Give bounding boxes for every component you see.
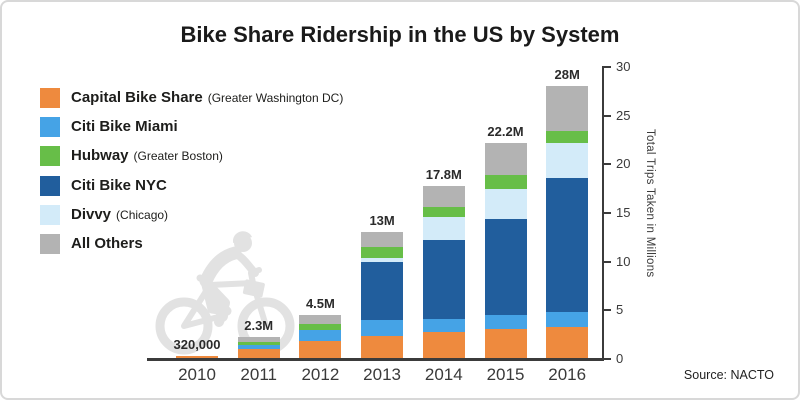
bar-segment-2014-citi-bike-nyc bbox=[422, 240, 465, 319]
x-tick-label-2010: 2010 bbox=[178, 365, 216, 384]
y-tick-15 bbox=[602, 212, 611, 214]
bar-segment-2011-hubway-greater-boston bbox=[237, 342, 280, 345]
x-tick-label-2012: 2012 bbox=[301, 365, 340, 384]
x-tick-label-2014: 2014 bbox=[424, 365, 463, 384]
bar-segment-2015-all-others bbox=[484, 143, 527, 175]
bar-total-label-2013: 13M bbox=[369, 213, 395, 228]
x-tick-label-2016: 2016 bbox=[548, 365, 587, 384]
bar-total-label-2015: 22.2M bbox=[487, 124, 524, 139]
y-tick-label-30: 30 bbox=[616, 59, 631, 74]
bar-segment-2011-capital-bike-share-greater-washington-dc bbox=[237, 349, 280, 359]
legend-swatch-all-others bbox=[40, 234, 60, 254]
bar-total-label-2012: 4.5M bbox=[305, 296, 335, 311]
y-tick-25 bbox=[602, 115, 611, 117]
bar-segment-2014-hubway-greater-boston bbox=[422, 207, 465, 217]
bar-segment-2016-all-others bbox=[546, 86, 589, 131]
x-tick-label-2013: 2013 bbox=[363, 365, 401, 384]
x-tick-label-2011: 2011 bbox=[240, 365, 277, 384]
y-tick-30 bbox=[602, 66, 611, 68]
bar-segment-2014-all-others bbox=[422, 186, 465, 207]
bar-segment-2016-divvy-chicago bbox=[546, 143, 589, 178]
bar-segment-2015-hubway-greater-boston bbox=[484, 175, 527, 189]
bar-segment-2013-hubway-greater-boston bbox=[361, 247, 404, 258]
y-tick-0 bbox=[602, 358, 611, 360]
bar-segment-2011-citi-bike-miami bbox=[237, 345, 280, 349]
legend-label: All Others bbox=[71, 235, 143, 252]
y-tick-label-15: 15 bbox=[616, 205, 631, 220]
y-tick-label-5: 5 bbox=[616, 302, 624, 317]
bar-segment-2012-hubway-greater-boston bbox=[299, 324, 342, 330]
bar-segment-2016-citi-bike-nyc bbox=[546, 178, 589, 312]
x-axis-line bbox=[147, 358, 604, 361]
legend-sublabel: (Chicago) bbox=[116, 207, 169, 222]
bar-segment-2015-divvy-chicago bbox=[484, 189, 527, 219]
legend-swatch-capital-bike-share bbox=[40, 88, 60, 108]
legend-label: Hubway bbox=[71, 147, 129, 165]
legend-sublabel: (Greater Boston) bbox=[133, 149, 223, 164]
y-tick-20 bbox=[602, 163, 611, 165]
bar-segment-2015-capital-bike-share-greater-washington-dc bbox=[484, 329, 527, 359]
bar-segment-2013-divvy-chicago bbox=[361, 258, 404, 262]
bar-total-label-2011: 2.3M bbox=[244, 318, 274, 333]
legend-label: Citi Bike Miami bbox=[71, 118, 178, 136]
bar-segment-2012-capital-bike-share-greater-washington-dc bbox=[299, 341, 342, 359]
legend-item-all-others: All Others bbox=[40, 234, 143, 254]
bar-total-label-2014: 17.8M bbox=[425, 167, 462, 182]
y-axis-title: Total Trips Taken in Millions bbox=[644, 129, 656, 278]
legend-label: Capital Bike Share bbox=[71, 89, 203, 106]
bar-segment-2016-citi-bike-miami bbox=[546, 312, 589, 327]
legend-swatch-divvy bbox=[40, 204, 60, 225]
legend-label: Divvy bbox=[71, 205, 112, 223]
bar-segment-2016-capital-bike-share-greater-washington-dc bbox=[546, 327, 589, 359]
legend-item-hubway: Hubway (Greater Boston) bbox=[40, 146, 223, 167]
source-note: Source: NACTO bbox=[683, 368, 774, 382]
bar-total-label-2016: 28M bbox=[554, 67, 580, 82]
bar-segment-2014-citi-bike-miami bbox=[422, 319, 465, 332]
y-tick-label-10: 10 bbox=[616, 254, 631, 269]
legend-swatch-citi-bike-miami bbox=[40, 117, 60, 138]
bar-segment-2012-all-others bbox=[299, 315, 342, 324]
bar-segment-2013-citi-bike-nyc bbox=[361, 262, 404, 320]
legend-label: Citi Bike NYC bbox=[71, 176, 167, 194]
legend-item-citi-bike-miami: Citi Bike Miami bbox=[40, 117, 178, 138]
y-tick-10 bbox=[602, 261, 611, 263]
bar-segment-2014-divvy-chicago bbox=[422, 217, 465, 240]
x-tick-label-2015: 2015 bbox=[486, 365, 525, 384]
bar-segment-2013-citi-bike-miami bbox=[361, 320, 404, 336]
cyclist-silhouette-icon bbox=[155, 231, 295, 355]
bar-total-label-2010: 320,000 bbox=[173, 337, 221, 352]
bar-segment-2010-capital-bike-share-greater-washington-dc bbox=[176, 356, 218, 359]
chart-title: Bike Share Ridership in the US by System bbox=[180, 22, 620, 47]
bar-segment-2011-all-others bbox=[237, 337, 280, 342]
legend-sublabel: (Greater Washington DC) bbox=[207, 91, 344, 105]
y-tick-label-25: 25 bbox=[616, 108, 631, 123]
legend-swatch-hubway bbox=[40, 146, 60, 167]
legend-item-capital-bike-share: Capital Bike Share (Greater Washington DC… bbox=[40, 88, 343, 108]
y-tick-5 bbox=[602, 309, 611, 311]
legend-item-citi-bike-nyc: Citi Bike NYC bbox=[40, 175, 167, 196]
legend-swatch-citi-bike-nyc bbox=[40, 175, 60, 196]
bar-segment-2014-capital-bike-share-greater-washington-dc bbox=[422, 332, 465, 359]
legend-item-divvy: Divvy (Chicago) bbox=[40, 204, 169, 225]
bar-segment-2016-hubway-greater-boston bbox=[546, 131, 589, 143]
y-tick-label-0: 0 bbox=[616, 351, 624, 366]
y-tick-label-20: 20 bbox=[616, 156, 631, 171]
bar-segment-2015-citi-bike-miami bbox=[484, 315, 527, 329]
bar-segment-2013-capital-bike-share-greater-washington-dc bbox=[361, 336, 404, 359]
bar-segment-2012-citi-bike-miami bbox=[299, 330, 342, 341]
bar-segment-2013-all-others bbox=[361, 232, 404, 247]
bar-segment-2015-citi-bike-nyc bbox=[484, 219, 527, 315]
